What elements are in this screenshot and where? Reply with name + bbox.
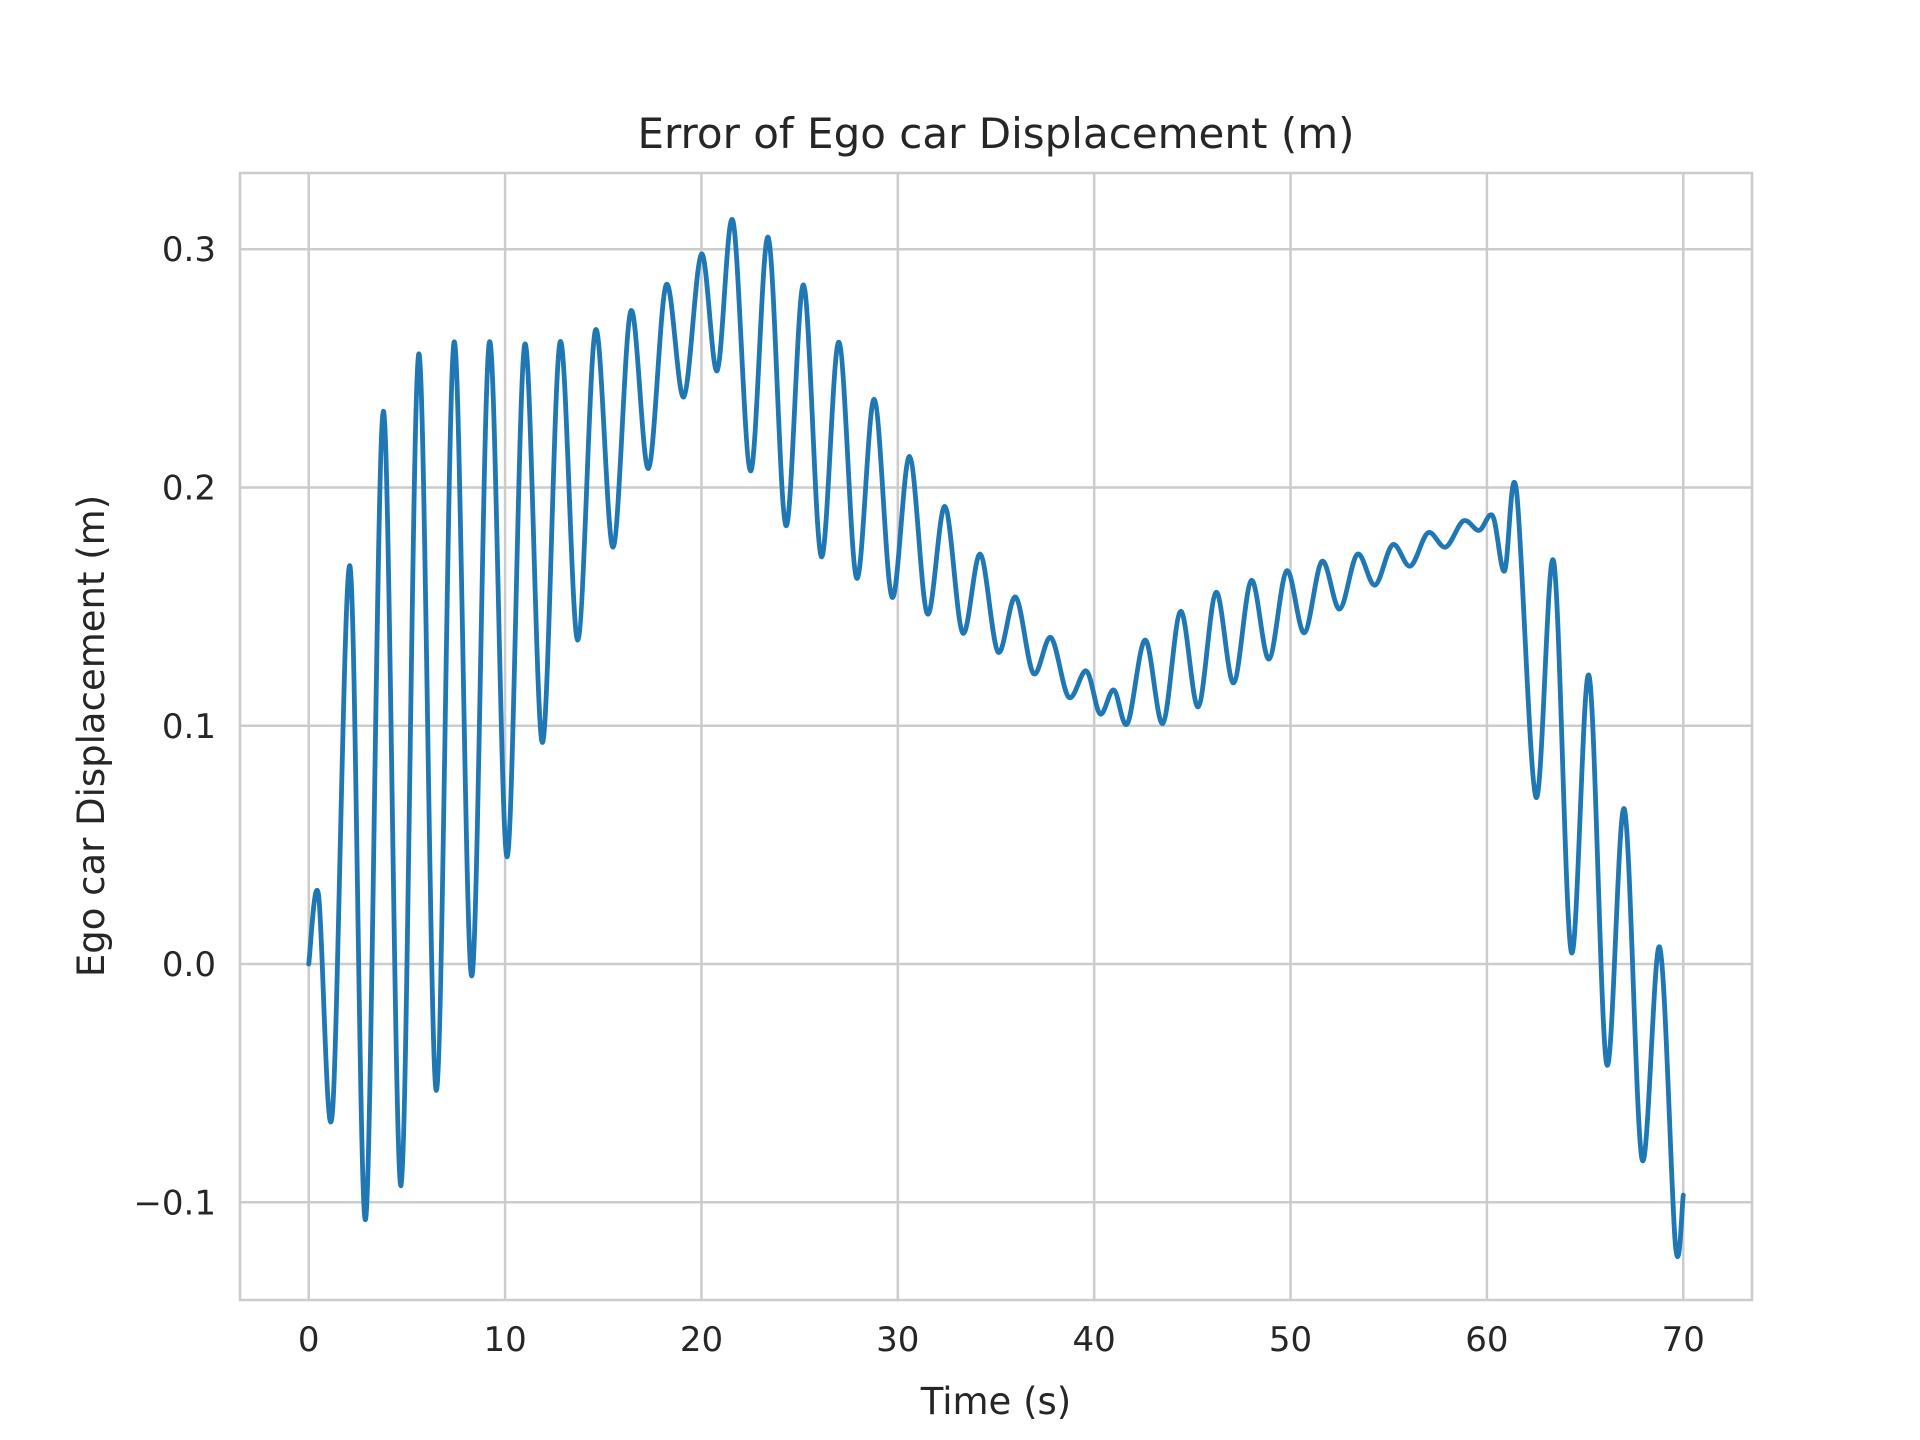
x-tick-label: 0	[298, 1320, 320, 1360]
x-axis-label: Time (s)	[920, 1380, 1071, 1423]
y-tick-label: 0.2	[162, 469, 216, 509]
tick-labels: 0 10 20 30 40 50 60 70 −0.1 0.0 0.1 0.2 0.3	[133, 230, 1704, 1360]
plot-frame	[238, 171, 1754, 1302]
x-tick-label: 50	[1269, 1320, 1312, 1360]
x-tick-label: 60	[1465, 1320, 1508, 1360]
gridlines	[240, 173, 1752, 1300]
chart-title: Error of Ego car Displacement (m)	[637, 109, 1354, 158]
x-tick-label: 20	[680, 1320, 723, 1360]
x-tick-label: 30	[876, 1320, 919, 1360]
x-tick-label: 10	[483, 1320, 526, 1360]
y-axis-label: Ego car Displacement (m)	[70, 495, 113, 977]
x-tick-label: 70	[1662, 1320, 1705, 1360]
y-tick-label: 0.0	[162, 945, 216, 985]
y-tick-label: 0.1	[162, 707, 216, 747]
y-tick-label: 0.3	[162, 230, 216, 270]
series-line	[306, 217, 1686, 1259]
y-tick-label: −0.1	[133, 1183, 216, 1223]
x-tick-label: 40	[1073, 1320, 1116, 1360]
series-layer	[306, 217, 1686, 1259]
